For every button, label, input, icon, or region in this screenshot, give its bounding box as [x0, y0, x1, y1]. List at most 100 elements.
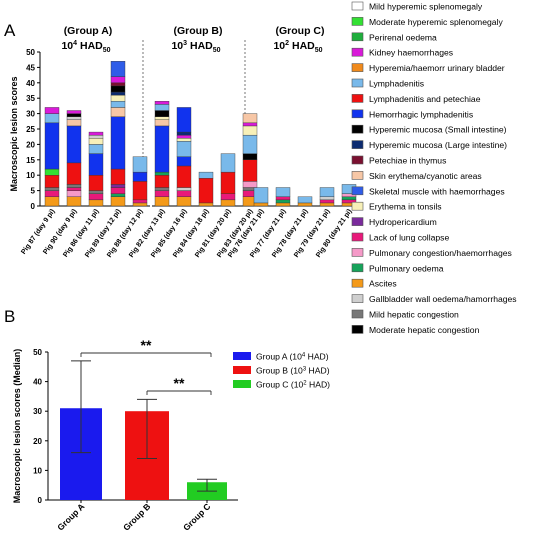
legend-entry: Kidney haemorrhages: [369, 48, 453, 58]
legend-entry: Petechiae in thymus: [369, 156, 446, 166]
legend-a: Mild hyperemic splenomegaly Moderate hype…: [351, 2, 517, 335]
legend-swatch: [351, 278, 364, 288]
bar-segment: [66, 162, 82, 185]
bar-segment: [253, 202, 269, 207]
group-b-dose: 103 HAD50: [171, 40, 220, 54]
bar-segment: [242, 159, 258, 182]
legend-entry: Pulmonary congestion/haemorrhages: [369, 248, 512, 258]
y-tick-label: 50: [33, 348, 42, 357]
y-tick-label: 45: [26, 63, 35, 72]
y-tick-label: 0: [38, 496, 43, 505]
legend-entry: Moderate hyperemic splenomegaly: [369, 17, 503, 27]
bar-segment: [132, 171, 148, 182]
bar-segment: [44, 122, 60, 170]
significance-label: **: [141, 337, 152, 353]
bar-segment: [66, 187, 82, 191]
legend-swatch: [233, 380, 251, 388]
bar-segment: [275, 196, 291, 201]
legend-swatch: [351, 124, 364, 134]
bar-segment: [341, 196, 357, 201]
legend-swatch: [233, 352, 251, 360]
bar-segment: [176, 196, 192, 207]
bar-segment: [110, 187, 126, 194]
bar-segment: [110, 94, 126, 102]
bar-segment: [220, 199, 236, 207]
legend-swatch: [351, 325, 364, 334]
bar-segment: [66, 196, 82, 207]
bar-segment: [198, 171, 214, 179]
legend-entry: Erythema in tonsils: [369, 202, 442, 212]
legend-entry: Lymphadenitis: [369, 79, 424, 89]
bar-segment: [275, 199, 291, 204]
bar-segment: [44, 174, 60, 188]
bar-segment: [176, 156, 192, 167]
bar-segment: [242, 181, 258, 188]
legend-swatch: [351, 201, 364, 211]
bar-segment: [110, 168, 126, 185]
y-tick-label: 20: [26, 140, 35, 149]
y-tick-label: 25: [26, 125, 35, 134]
legend-swatch: [351, 186, 364, 196]
x-tick-label: Group A: [55, 501, 86, 532]
bar-segment: [110, 85, 126, 93]
bar-segment: [176, 138, 192, 142]
bar-segment: [220, 193, 236, 201]
legend-swatch: [351, 232, 364, 242]
bar-segment: [297, 196, 313, 204]
group-a-title: (Group A): [64, 25, 113, 37]
bar-segment: [66, 113, 82, 117]
bar-segment: [132, 199, 148, 204]
legend-swatch: [351, 217, 364, 226]
bar-segment: [154, 187, 170, 191]
y-tick-label: 10: [26, 171, 35, 180]
legend-entry: Group C (102 HAD): [256, 380, 330, 390]
legend-entry: Hemorrhagic lymphadenitis: [369, 109, 473, 119]
y-tick-label: 10: [33, 466, 42, 475]
legend-swatch: [351, 309, 364, 319]
bar-segment: [176, 134, 192, 139]
legend-entry: Group A (104 HAD): [256, 352, 329, 362]
bar-segment: [132, 156, 148, 173]
legend-entry: Skin erythema/cyanotic areas: [369, 171, 482, 181]
bar-segment: [110, 107, 126, 117]
y-axis-label: Macroscopic lesion scores (Median): [12, 349, 22, 504]
y-tick-label: 40: [33, 378, 42, 387]
bar-segment: [44, 187, 60, 191]
legend-entry: Gallbladder wall oedema/hamorrhages: [369, 294, 517, 304]
bar-segment: [44, 113, 60, 124]
legend-entry: Perirenal oedema: [369, 32, 437, 42]
bar-segment: [110, 116, 126, 170]
legend-swatch: [351, 140, 364, 149]
bar-segment: [253, 187, 269, 204]
bar-segment: [176, 190, 192, 197]
bar-segment: [66, 116, 82, 120]
legend-swatch: [351, 78, 364, 88]
legend-entry: Mild hyperemic splenomegaly: [369, 2, 483, 12]
y-axis-label: Macroscopic lesion scores: [9, 76, 19, 191]
legend-entry: Hyperemic mucosa (Large intestine): [369, 140, 507, 150]
bar-segment: [242, 122, 258, 127]
bar-segment: [176, 131, 192, 136]
bar-segment: [154, 171, 170, 176]
legend-entry: Skeletal muscle with haemorrhages: [369, 186, 505, 196]
legend-swatch: [233, 366, 251, 374]
bar-segment: [154, 196, 170, 207]
bar-segment: [220, 171, 236, 194]
bar-segment: [88, 190, 104, 194]
legend-swatch: [351, 32, 364, 42]
bar-segment: [110, 91, 126, 96]
group-c-header: (Group C) 102 HAD50: [273, 25, 324, 54]
chart-b: 0 10 20 30 40 50 Macroscopic lesion scores (Me…: [12, 337, 238, 533]
bar-segment: [154, 104, 170, 111]
bar-segment: [88, 199, 104, 207]
bar-segment: [110, 82, 126, 87]
legend-entry: Lymphadenitis and petechiae: [369, 94, 481, 104]
y-tick-label: 30: [33, 407, 42, 416]
bar-segment: [154, 110, 170, 117]
bar-segment: [110, 193, 126, 197]
panel-a-label: A: [4, 21, 16, 40]
legend-swatch: [351, 155, 364, 165]
bar-segment: [88, 193, 104, 201]
legend-entry: Hyperemic mucosa (Small intestine): [369, 125, 507, 135]
